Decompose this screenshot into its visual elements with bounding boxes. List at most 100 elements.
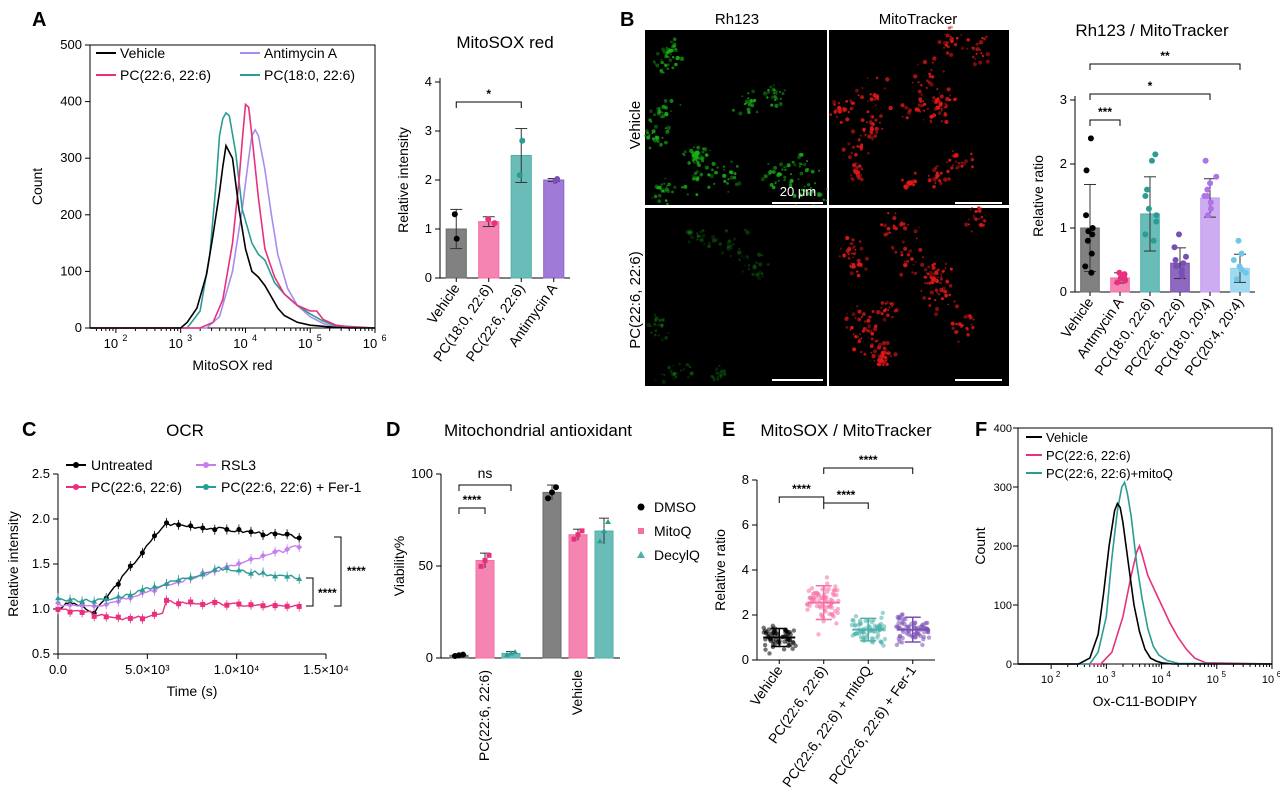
cell-speckle bbox=[850, 174, 852, 176]
y-axis-label: Viability% bbox=[391, 536, 407, 596]
cell-speckle bbox=[859, 240, 862, 243]
cell-speckle bbox=[878, 121, 881, 124]
data-point bbox=[782, 639, 787, 644]
cell-speckle bbox=[826, 188, 828, 190]
cell-speckle bbox=[672, 37, 677, 42]
cell-speckle bbox=[666, 202, 669, 206]
data-point bbox=[478, 563, 484, 569]
cell-speckle bbox=[689, 372, 693, 375]
data-point bbox=[1116, 269, 1123, 276]
cell-speckle bbox=[727, 178, 730, 181]
cell-speckle bbox=[690, 235, 694, 240]
data-point bbox=[224, 602, 230, 608]
cell-speckle bbox=[779, 172, 782, 176]
cell-speckle bbox=[920, 103, 925, 108]
cell-speckle bbox=[685, 363, 690, 367]
cell-speckle bbox=[886, 351, 891, 356]
cell-speckle bbox=[883, 310, 886, 313]
cell-speckle bbox=[860, 177, 864, 182]
cell-speckle bbox=[951, 150, 954, 153]
cell-speckle bbox=[653, 194, 658, 199]
panel-label-f: F bbox=[975, 419, 987, 441]
cell-speckle bbox=[709, 174, 714, 179]
cell-speckle bbox=[926, 79, 929, 82]
cell-speckle bbox=[884, 308, 888, 311]
cell-speckle bbox=[797, 155, 801, 160]
data-point bbox=[486, 552, 492, 558]
cell-speckle bbox=[917, 89, 922, 94]
cell-speckle bbox=[883, 359, 887, 364]
cell-speckle bbox=[659, 69, 662, 72]
cell-speckle bbox=[913, 271, 918, 275]
cell-speckle bbox=[914, 179, 917, 183]
cell-speckle bbox=[871, 138, 874, 141]
data-point bbox=[793, 643, 798, 648]
cell-speckle bbox=[832, 99, 837, 105]
significance-label: * bbox=[486, 87, 491, 101]
cell-speckle bbox=[929, 75, 932, 78]
cell-speckle bbox=[893, 352, 898, 357]
cell-speckle bbox=[751, 89, 756, 94]
cell-speckle bbox=[908, 249, 913, 254]
data-point bbox=[809, 586, 815, 591]
x-tick-exponent: 3 bbox=[187, 333, 192, 343]
cell-speckle bbox=[790, 173, 792, 176]
significance-bracket bbox=[1089, 119, 1121, 126]
cell-speckle bbox=[683, 184, 688, 189]
cell-speckle bbox=[664, 177, 667, 180]
x-tick-exponent: 6 bbox=[1277, 670, 1280, 679]
cell-speckle bbox=[720, 377, 722, 379]
data-point bbox=[115, 593, 122, 599]
cell-speckle bbox=[875, 339, 879, 343]
cell-speckle bbox=[879, 358, 884, 363]
cell-speckle bbox=[783, 89, 786, 92]
cell-speckle bbox=[972, 62, 977, 67]
x-axis-label: Ox-C11-BODIPY bbox=[1093, 693, 1198, 709]
cell-speckle bbox=[892, 216, 897, 221]
cell-speckle bbox=[673, 185, 677, 189]
x-tick-label: 10 bbox=[298, 336, 312, 351]
cell-speckle bbox=[868, 120, 873, 125]
cell-speckle bbox=[942, 269, 946, 272]
data-point bbox=[151, 583, 158, 589]
cell-speckle bbox=[936, 97, 940, 100]
cell-speckle bbox=[654, 378, 657, 381]
cell-speckle bbox=[752, 98, 757, 103]
cell-speckle bbox=[811, 189, 816, 193]
cell-speckle bbox=[671, 372, 675, 377]
cell-speckle bbox=[868, 136, 871, 139]
cell-speckle bbox=[712, 376, 716, 380]
cell-speckle bbox=[856, 270, 859, 273]
cell-speckle bbox=[875, 130, 879, 134]
y-tick-label: 200 bbox=[60, 207, 82, 222]
cell-speckle bbox=[755, 110, 759, 114]
data-point bbox=[212, 527, 218, 533]
cell-speckle bbox=[857, 139, 861, 142]
cell-speckle bbox=[934, 278, 937, 282]
data-point bbox=[103, 596, 110, 602]
data-point bbox=[828, 597, 833, 602]
cell-speckle bbox=[917, 103, 920, 106]
cell-speckle bbox=[873, 359, 876, 362]
cell-speckle bbox=[953, 300, 956, 303]
cell-speckle bbox=[791, 160, 795, 164]
cell-speckle bbox=[755, 261, 758, 265]
cell-speckle bbox=[835, 115, 839, 118]
cell-speckle bbox=[767, 91, 770, 94]
data-point bbox=[1083, 212, 1090, 219]
cell-speckle bbox=[657, 199, 662, 204]
cell-speckle bbox=[920, 84, 923, 87]
x-tick-label: 10 bbox=[1151, 674, 1163, 686]
cell-speckle bbox=[654, 319, 657, 322]
x-tick-exponent: 2 bbox=[122, 333, 127, 343]
cell-speckle bbox=[939, 281, 942, 285]
data-point bbox=[296, 535, 302, 541]
cell-speckle bbox=[783, 175, 787, 179]
cell-speckle bbox=[871, 115, 875, 119]
data-point bbox=[896, 616, 901, 621]
cell-speckle bbox=[922, 59, 928, 65]
cell-speckle bbox=[944, 119, 949, 125]
cell-speckle bbox=[950, 166, 954, 170]
data-point bbox=[485, 216, 492, 223]
cell-speckle bbox=[892, 224, 895, 227]
